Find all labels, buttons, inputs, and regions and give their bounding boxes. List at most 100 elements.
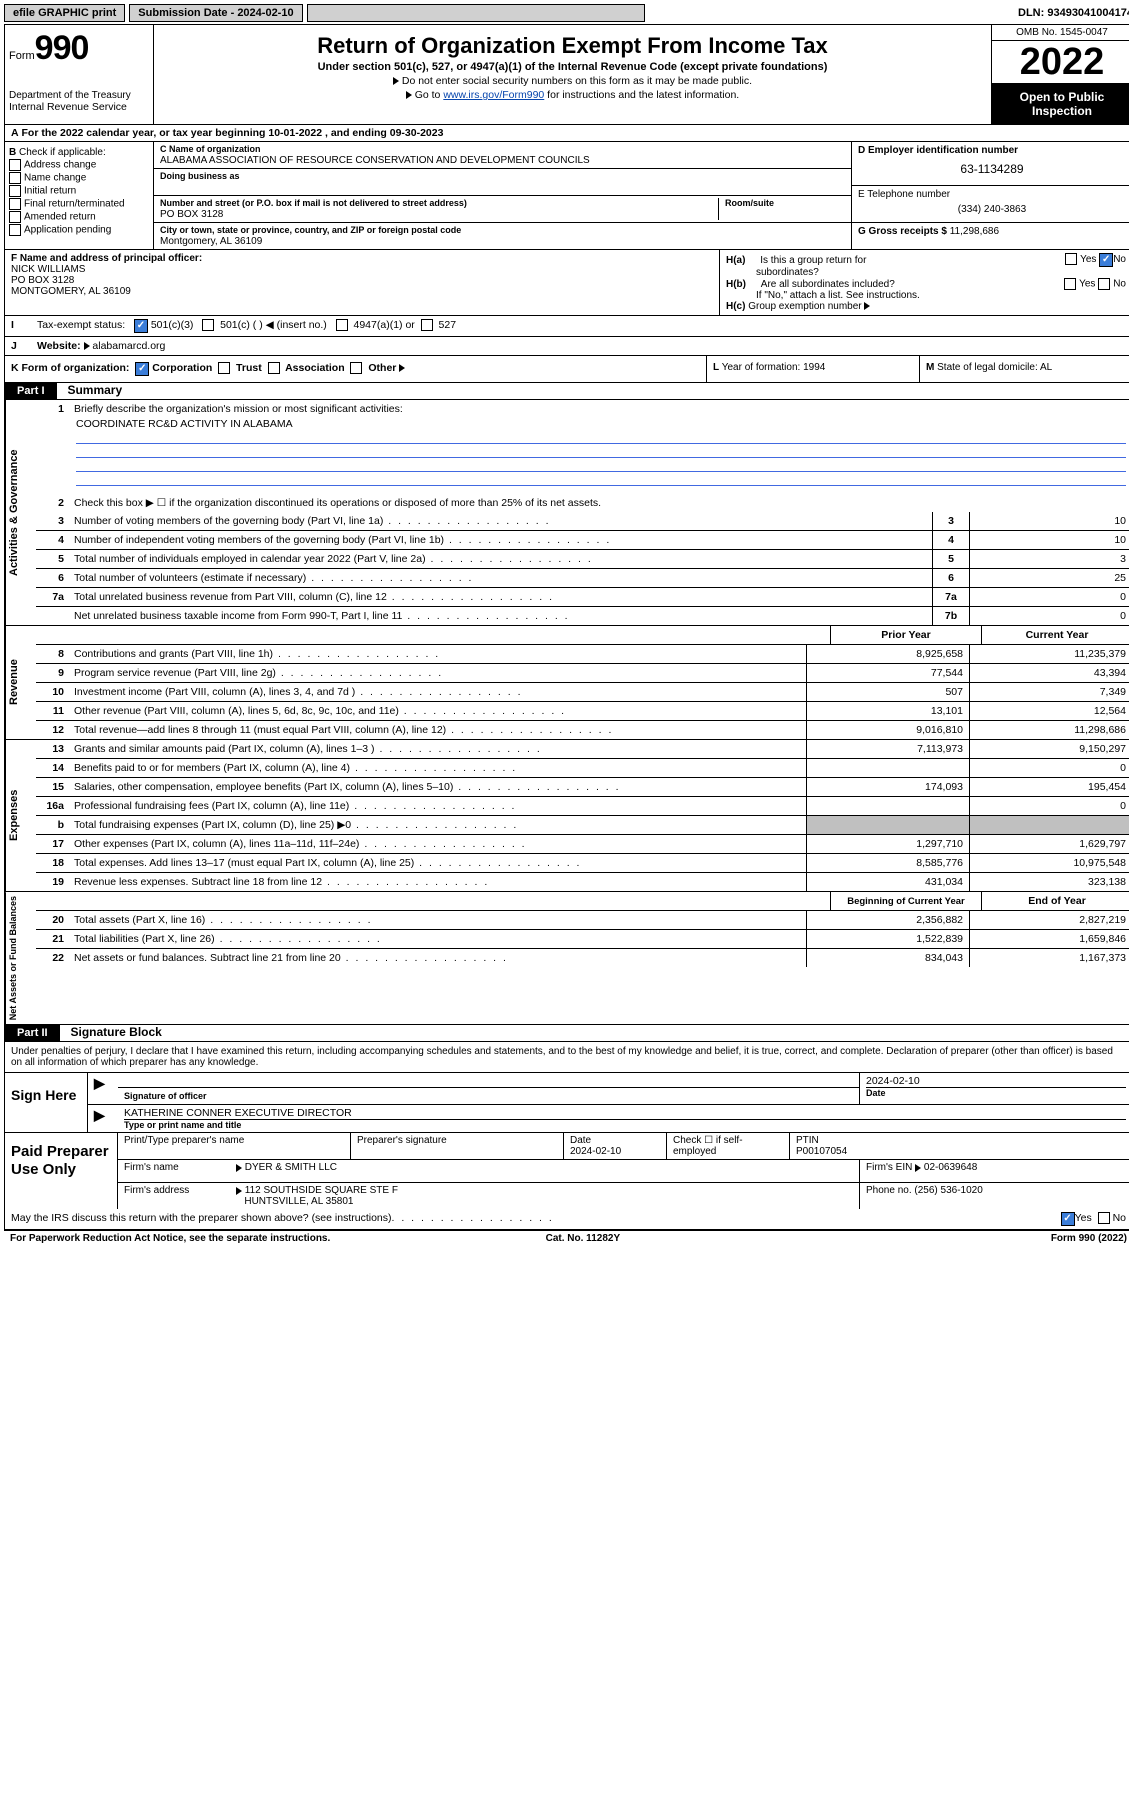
i-501c3-checked[interactable]: ✓ <box>134 319 148 333</box>
summary-line: 14Benefits paid to or for members (Part … <box>36 759 1129 778</box>
part1-badge: Part I <box>5 383 57 399</box>
form-number: 990 <box>35 29 89 67</box>
firm-addr-label: Firm's address <box>118 1183 230 1209</box>
part1-header: Part I Summary <box>4 383 1129 400</box>
page-footer: For Paperwork Reduction Act Notice, see … <box>4 1231 1129 1246</box>
h-note: If "No," attach a list. See instructions… <box>726 290 1126 301</box>
k-corp-checked[interactable]: ✓ <box>135 362 149 376</box>
k-assoc[interactable] <box>268 362 280 374</box>
efile-button[interactable]: efile GRAPHIC print <box>4 4 125 22</box>
room-label: Room/suite <box>725 198 774 208</box>
i-527[interactable] <box>421 319 433 331</box>
part2-title: Signature Block <box>63 1023 170 1041</box>
ssn-note: Do not enter social security numbers on … <box>162 75 983 87</box>
summary-governance: Activities & Governance 1Briefly describ… <box>4 400 1129 626</box>
vlabel-net: Net Assets or Fund Balances <box>5 892 36 1024</box>
firm-name: DYER & SMITH LLC <box>245 1162 337 1173</box>
phone-value: (334) 240-3863 <box>858 200 1126 219</box>
i-501c[interactable] <box>202 319 214 331</box>
city: Montgomery, AL 36109 <box>160 236 262 247</box>
ein-label: D Employer identification number <box>858 145 1018 156</box>
arrow-icon <box>393 77 399 85</box>
signature-block: Under penalties of perjury, I declare th… <box>4 1042 1129 1231</box>
summary-line: 6Total number of volunteers (estimate if… <box>36 569 1129 588</box>
vlabel-gov: Activities & Governance <box>5 400 36 625</box>
summary-line: 16aProfessional fundraising fees (Part I… <box>36 797 1129 816</box>
hb-yes[interactable] <box>1064 278 1076 290</box>
part2-badge: Part II <box>5 1025 60 1041</box>
officer-name: NICK WILLIAMS <box>11 264 85 275</box>
gross-value: 11,298,686 <box>950 226 999 237</box>
firm-name-label: Firm's name <box>118 1160 230 1182</box>
submission-date-button[interactable]: Submission Date - 2024-02-10 <box>129 4 302 22</box>
checkbox-initial[interactable] <box>9 185 21 197</box>
phone-label: E Telephone number <box>858 189 950 200</box>
summary-line: 10Investment income (Part VIII, column (… <box>36 683 1129 702</box>
vlabel-rev: Revenue <box>5 626 36 739</box>
tax-year: 2022 <box>992 41 1129 84</box>
section-b: B Check if applicable: Address change Na… <box>5 142 154 249</box>
summary-line: 5Total number of individuals employed in… <box>36 550 1129 569</box>
arrow-icon: ▶ <box>94 1075 105 1091</box>
summary-line: 20Total assets (Part X, line 16)2,356,88… <box>36 911 1129 930</box>
q1: Briefly describe the organization's miss… <box>70 402 1129 416</box>
checkbox-addr-change[interactable] <box>9 159 21 171</box>
discuss-yes-checked[interactable]: ✓ <box>1061 1212 1075 1226</box>
summary-line: 22Net assets or fund balances. Subtract … <box>36 949 1129 967</box>
blank-button <box>307 4 645 22</box>
summary-line: 7aTotal unrelated business revenue from … <box>36 588 1129 607</box>
sig-date-value: 2024-02-10 <box>866 1075 920 1087</box>
k-trust[interactable] <box>218 362 230 374</box>
ha-no-checked[interactable]: ✓ <box>1099 253 1113 267</box>
hdr-current: Current Year <box>981 626 1129 644</box>
section-f: F Name and address of principal officer:… <box>5 250 720 315</box>
arrow-icon <box>406 91 412 99</box>
gross-label: G Gross receipts $ <box>858 226 947 237</box>
checkbox-amended[interactable] <box>9 211 21 223</box>
prep-selfemp: Check ☐ if self-employed <box>666 1133 789 1159</box>
arrow-icon <box>864 302 870 310</box>
summary-line: bTotal fundraising expenses (Part IX, co… <box>36 816 1129 835</box>
website-value: alabamarcd.org <box>92 340 165 352</box>
summary-line: 21Total liabilities (Part X, line 26)1,5… <box>36 930 1129 949</box>
irs-link[interactable]: www.irs.gov/Form990 <box>443 89 544 101</box>
discuss-no[interactable] <box>1098 1212 1110 1224</box>
summary-line: 9Program service revenue (Part VIII, lin… <box>36 664 1129 683</box>
officer-addr2: MONTGOMERY, AL 36109 <box>11 286 131 297</box>
q2: Check this box ▶ ☐ if the organization d… <box>70 496 1129 510</box>
ha-yes[interactable] <box>1065 253 1077 265</box>
summary-line: 11Other revenue (Part VIII, column (A), … <box>36 702 1129 721</box>
irs-label: Internal Revenue Service <box>9 101 149 113</box>
arrow-icon <box>915 1164 921 1172</box>
org-name: ALABAMA ASSOCIATION OF RESOURCE CONSERVA… <box>160 155 590 166</box>
street-label: Number and street (or P.O. box if mail i… <box>160 198 467 208</box>
year-formed: 1994 <box>803 362 825 373</box>
dept-treasury: Department of the Treasury <box>9 90 149 101</box>
arrow-icon: ▶ <box>94 1107 105 1123</box>
prep-name-hdr: Print/Type preparer's name <box>118 1133 350 1159</box>
sign-here-label: Sign Here <box>5 1073 87 1132</box>
sig-name-label: Type or print name and title <box>124 1119 1126 1130</box>
k-other[interactable] <box>350 362 362 374</box>
prep-label: Paid Preparer Use Only <box>5 1133 117 1209</box>
period-row: A For the 2022 calendar year, or tax yea… <box>4 125 1129 142</box>
prep-date: 2024-02-10 <box>570 1146 621 1157</box>
topbar: efile GRAPHIC print Submission Date - 20… <box>4 4 1129 22</box>
arrow-icon <box>236 1187 242 1195</box>
hb-no[interactable] <box>1098 278 1110 290</box>
row-j: J Website: alabamarcd.org <box>4 337 1129 356</box>
vlabel-exp: Expenses <box>5 740 36 891</box>
state-domicile: AL <box>1040 362 1052 373</box>
checkbox-name-change[interactable] <box>9 172 21 184</box>
form-title: Return of Organization Exempt From Incom… <box>162 33 983 59</box>
checkbox-final[interactable] <box>9 198 21 210</box>
i-4947[interactable] <box>336 319 348 331</box>
arrow-icon <box>84 342 90 350</box>
street: PO BOX 3128 <box>160 209 223 220</box>
sig-declaration: Under penalties of perjury, I declare th… <box>5 1042 1129 1073</box>
firm-phone: (256) 536-1020 <box>914 1185 982 1196</box>
dba-label: Doing business as <box>160 171 240 181</box>
footer-mid: Cat. No. 11282Y <box>546 1233 620 1244</box>
sig-officer-label: Signature of officer <box>124 1091 207 1101</box>
checkbox-pending[interactable] <box>9 224 21 236</box>
